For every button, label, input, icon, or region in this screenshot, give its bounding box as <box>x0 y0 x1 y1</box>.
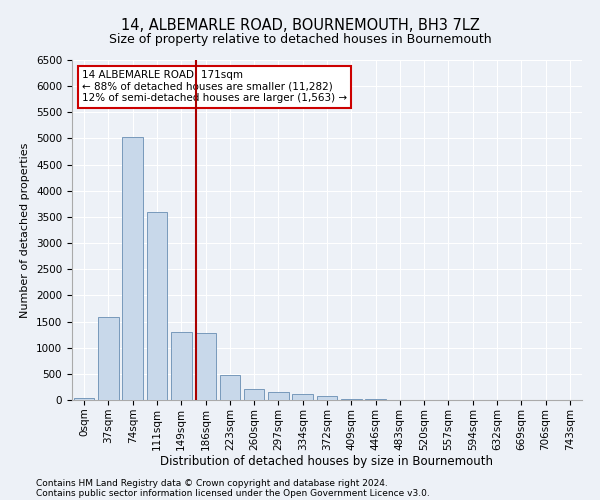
Text: 14, ALBEMARLE ROAD, BOURNEMOUTH, BH3 7LZ: 14, ALBEMARLE ROAD, BOURNEMOUTH, BH3 7LZ <box>121 18 479 32</box>
Bar <box>268 392 289 400</box>
Bar <box>195 333 216 400</box>
Y-axis label: Number of detached properties: Number of detached properties <box>20 142 31 318</box>
Bar <box>122 138 143 400</box>
Text: Size of property relative to detached houses in Bournemouth: Size of property relative to detached ho… <box>109 32 491 46</box>
Text: 14 ALBEMARLE ROAD: 171sqm
← 88% of detached houses are smaller (11,282)
12% of s: 14 ALBEMARLE ROAD: 171sqm ← 88% of detac… <box>82 70 347 103</box>
Bar <box>220 375 240 400</box>
Text: Contains public sector information licensed under the Open Government Licence v3: Contains public sector information licen… <box>36 488 430 498</box>
Bar <box>74 398 94 400</box>
Bar <box>341 398 362 400</box>
Bar <box>292 394 313 400</box>
Bar <box>244 389 265 400</box>
X-axis label: Distribution of detached houses by size in Bournemouth: Distribution of detached houses by size … <box>161 456 493 468</box>
Bar <box>365 399 386 400</box>
Bar <box>98 318 119 400</box>
Bar <box>146 212 167 400</box>
Bar <box>171 332 191 400</box>
Text: Contains HM Land Registry data © Crown copyright and database right 2024.: Contains HM Land Registry data © Crown c… <box>36 478 388 488</box>
Bar <box>317 396 337 400</box>
